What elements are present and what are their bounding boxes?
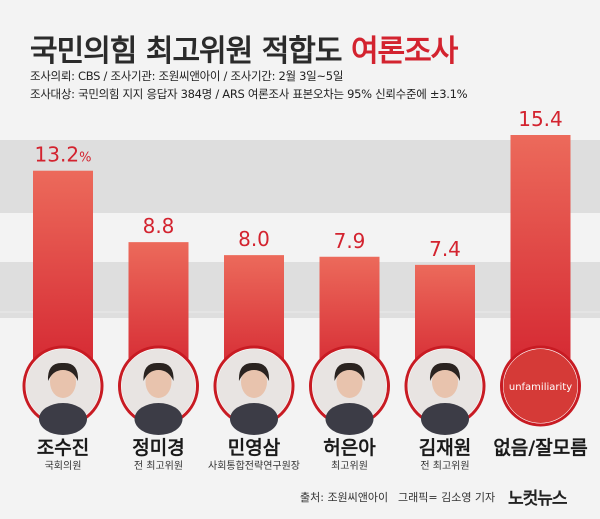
- category-label: 민영삼: [228, 437, 281, 459]
- survey-info-line: 조사의뢰: CBS / 조사기관: 조원씨앤아이 / 조사기간: 2월 3일~5…: [30, 69, 344, 83]
- person-avatar: [217, 349, 291, 435]
- category-label: 정미경: [132, 437, 184, 459]
- category-subtitle: 사회통합전략연구원장: [208, 460, 300, 472]
- category-label: 조수진: [37, 437, 89, 459]
- person-avatar: [121, 349, 196, 435]
- nocut-news-logo: 노컷뉴스: [508, 489, 568, 509]
- background-band: [0, 140, 600, 213]
- survey-target-line: 조사대상: 국민의힘 지지 응답자 384명 / ARS 여론조사 표본오차는 …: [30, 87, 468, 101]
- title-accent: 여론조사: [350, 34, 458, 69]
- category-subtitle: 국회의원: [45, 460, 82, 472]
- value-label: 15.4: [518, 107, 563, 131]
- category-subtitle: 전 최고위원: [420, 459, 469, 472]
- value-label: 13.2%: [35, 143, 92, 167]
- category-label: 김재원: [419, 437, 471, 459]
- person-avatar: [408, 349, 482, 435]
- value-label: 7.9: [334, 229, 366, 253]
- graphic-credit: 그래픽= 김소영 기자: [398, 491, 496, 504]
- person-avatar: [26, 349, 100, 435]
- unknown-avatar: [503, 349, 578, 423]
- category-subtitle: 최고위원: [331, 459, 368, 472]
- value-label: 7.4: [429, 237, 461, 261]
- category-label: 허은아: [323, 437, 376, 459]
- avatar-placeholder-label: unfamiliarity: [509, 382, 572, 393]
- chart-title: 국민의힘 최고위원 적합도 여론조사: [30, 26, 458, 70]
- category-label: 없음/잘모름: [493, 437, 587, 459]
- category-subtitle: 전 최고위원: [134, 459, 183, 472]
- bar: [510, 135, 571, 385]
- source-credit: 출처: 조원씨앤아이: [300, 491, 389, 504]
- value-label: 8.8: [143, 214, 175, 238]
- title-main: 국민의힘 최고위원 적합도: [30, 34, 342, 69]
- background-band: [0, 262, 600, 318]
- person-avatar: [312, 349, 387, 435]
- value-label: 8.0: [238, 227, 270, 251]
